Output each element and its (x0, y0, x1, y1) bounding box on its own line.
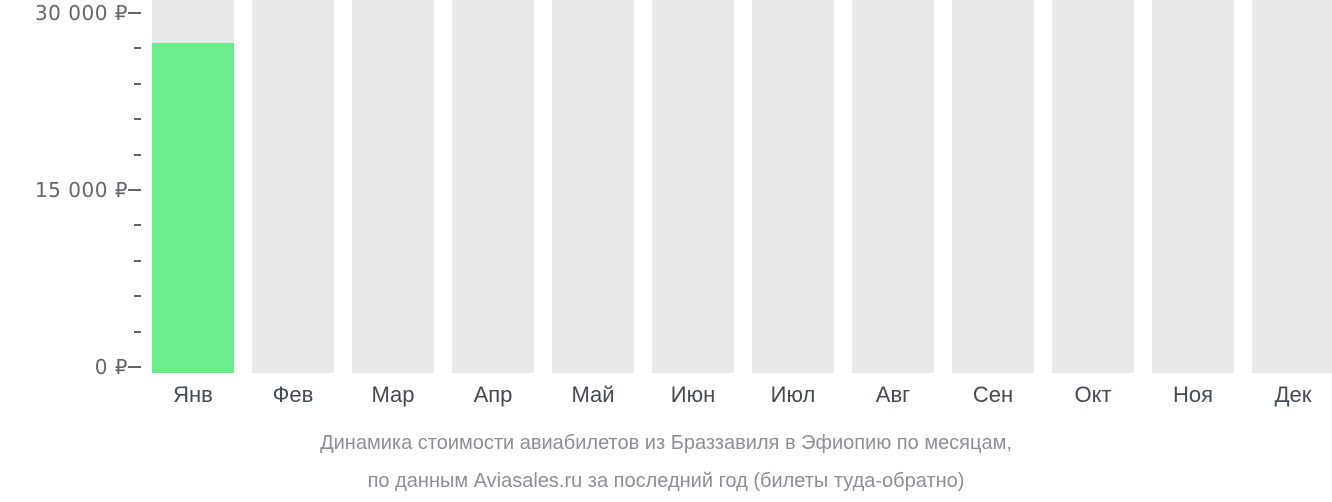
y-axis-label: 0 ₽ (94, 355, 128, 379)
no-data-bar[interactable] (852, 0, 934, 373)
no-data-bar[interactable] (1052, 0, 1134, 373)
no-data-bar[interactable] (752, 0, 834, 373)
month-label: Фев (272, 382, 314, 407)
no-data-bar[interactable] (652, 0, 734, 373)
y-axis-minor-tick (134, 224, 141, 226)
y-axis-major-tick (128, 189, 141, 191)
y-axis-label: 30 000 ₽ (34, 1, 128, 25)
price-bar[interactable] (152, 43, 234, 373)
no-data-bar[interactable] (252, 0, 334, 373)
y-axis-minor-tick (134, 47, 141, 49)
y-axis-minor-tick (134, 83, 141, 85)
no-data-bar[interactable] (452, 0, 534, 373)
y-axis-minor-tick (134, 118, 141, 120)
chart-caption: Динамика стоимости авиабилетов из Бразза… (0, 424, 1332, 500)
month-label: Июн (670, 382, 716, 407)
month-label: Апр (473, 382, 513, 407)
y-axis-minor-tick (134, 331, 141, 333)
no-data-bar[interactable] (1152, 0, 1234, 373)
month-label: Май (571, 382, 615, 407)
no-data-bar[interactable] (1252, 0, 1332, 373)
month-label: Ноя (1172, 382, 1214, 407)
no-data-bar[interactable] (952, 0, 1034, 373)
chart-title-line1: Динамика стоимости авиабилетов из Бразза… (320, 432, 1012, 454)
month-label: Окт (1074, 382, 1112, 407)
month-label: Мар (371, 382, 415, 407)
chart-title-line2: по данным Aviasales.ru за последний год … (367, 470, 965, 492)
y-axis-minor-tick (134, 260, 141, 262)
month-label: Дек (1274, 382, 1312, 407)
y-axis-major-tick (128, 366, 141, 368)
month-label: Янв (173, 382, 213, 407)
y-axis-minor-tick (134, 154, 141, 156)
y-axis-minor-tick (134, 295, 141, 297)
month-label: Июл (770, 382, 816, 407)
month-label: Сен (972, 382, 1014, 407)
month-label: Авг (875, 382, 911, 407)
plot-area: 30 000 ₽ 15 000 ₽ 0 ₽ Янв Фев Мар Апр Май Июн Июл… (34, 0, 1332, 407)
no-data-bar[interactable] (552, 0, 634, 373)
y-axis-major-tick (128, 12, 141, 14)
y-axis-label: 15 000 ₽ (34, 178, 128, 202)
no-data-bar[interactable] (352, 0, 434, 373)
